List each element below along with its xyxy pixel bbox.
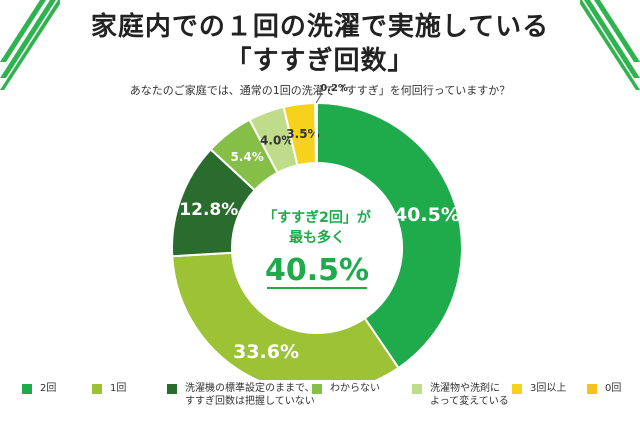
slice-label-5: 3.5%: [286, 127, 319, 141]
legend-swatch-6: [587, 384, 597, 394]
legend-item-4: 洗濯物や洗剤に よって変えている: [412, 382, 509, 408]
decorative-stripes-right: [580, 0, 640, 90]
survey-question: あなたのご家庭では、通常の1回の洗濯で「すすぎ」を何回行っていますか？: [129, 84, 511, 97]
legend-label-3: わからない: [330, 383, 380, 394]
chart-legend: 2回 1回 洗濯機の標準設定のままで、 すすぎ回数は把握していない わからない 洗濯物や…: [22, 382, 630, 422]
legend-item-5: 3回以上: [512, 382, 566, 395]
pie-slice-6: [314, 101, 318, 165]
legend-label-5: 3回以上: [530, 383, 567, 394]
legend-label-4: 洗濯物や洗剤に よって変えている: [430, 383, 509, 407]
donut-chart: 40.5% 33.6% 12.8% 5.4% 4.0%3.5% 0.2% 「すすぎ2回」が最…: [171, 83, 463, 380]
slice-label-3: 5.4%: [230, 150, 263, 164]
legend-label-6: 0回: [605, 383, 622, 394]
pie-slice-1: [171, 251, 400, 380]
page-title-line2: 「すすぎ回数」: [225, 46, 415, 76]
legend-item-1: 1回: [92, 382, 126, 395]
decorative-stripes-left: [0, 0, 60, 90]
pie-slice-0: [316, 101, 463, 370]
legend-swatch-1: [92, 384, 102, 394]
center-line1: 「すすぎ2回」が: [263, 209, 372, 226]
legend-swatch-2: [167, 384, 177, 394]
slice-label-6: 0.2%: [320, 83, 348, 94]
legend-label-0: 2回: [40, 383, 57, 394]
slice-label-1: 33.6%: [233, 341, 299, 363]
legend-label-1: 1回: [110, 383, 127, 394]
legend-swatch-4: [412, 384, 422, 394]
center-line2: 最も多く: [289, 229, 345, 246]
legend-item-0: 2回: [22, 382, 56, 395]
slice-label-2: 12.8%: [179, 200, 238, 220]
slice-label-0: 40.5%: [394, 204, 460, 226]
slice-label-4: 4.0%: [260, 133, 293, 147]
legend-item-2: 洗濯機の標準設定のままで、 すすぎ回数は把握していない: [167, 382, 315, 408]
legend-item-6: 0回: [587, 382, 621, 395]
legend-swatch-0: [22, 384, 32, 394]
legend-item-3: わからない: [312, 382, 380, 395]
slice-leader-line-6: [315, 92, 323, 104]
page-title-line1: 家庭内での１回の洗濯で実施している: [90, 12, 550, 42]
legend-swatch-5: [512, 384, 522, 394]
legend-label-2: 洗濯機の標準設定のままで、 すすぎ回数は把握していない: [185, 383, 315, 407]
legend-swatch-3: [312, 384, 322, 394]
center-value: 40.5%: [265, 253, 369, 288]
